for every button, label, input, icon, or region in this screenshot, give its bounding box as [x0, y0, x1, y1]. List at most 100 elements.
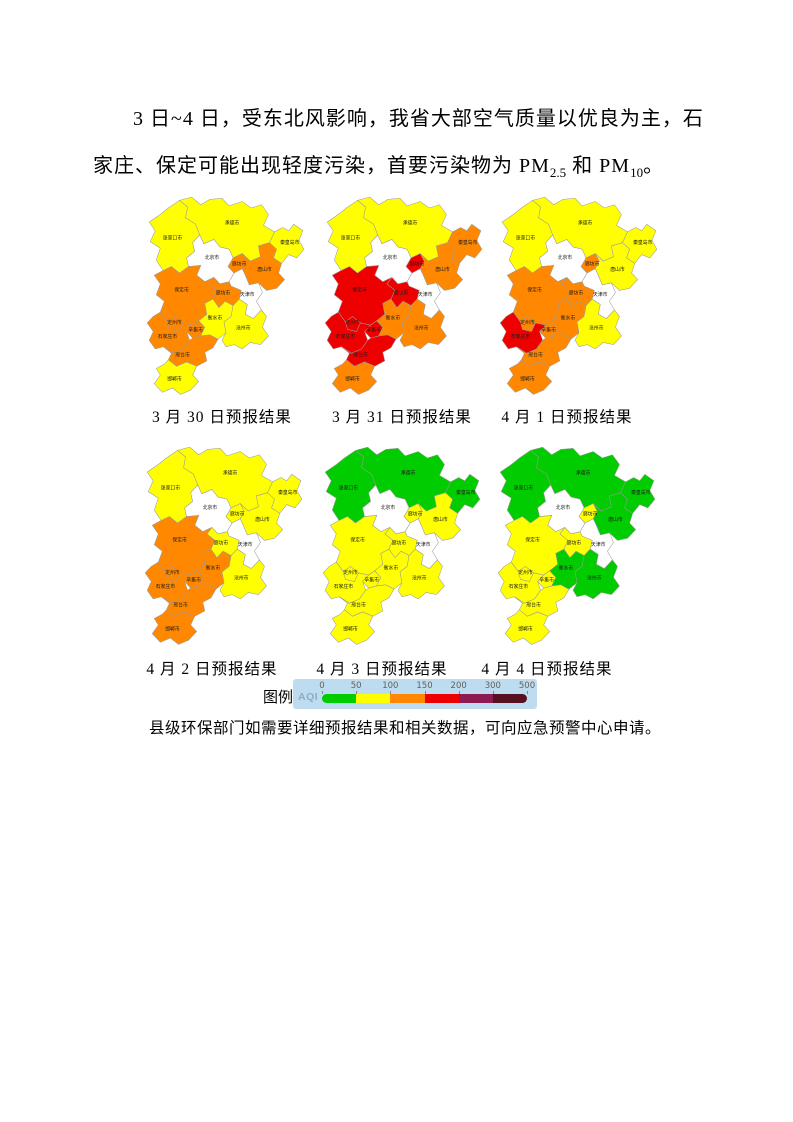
legend-tick-300: 300	[484, 681, 501, 691]
city-label-zhangjiakou: 张家口市	[339, 484, 358, 491]
city-label-cangzhou: 沧州市	[589, 324, 604, 331]
city-label-baoding: 保定市	[174, 286, 189, 293]
city-label-hengshui: 衡水市	[561, 315, 576, 322]
legend-segment-1	[322, 694, 357, 703]
pm10-label: PM	[599, 155, 631, 177]
city-label-shijiazhuang: 石家庄市	[334, 583, 353, 590]
city-label-cangzhou: 沧州市	[236, 324, 251, 331]
map-region-handan	[329, 609, 376, 645]
legend-segment-3	[390, 694, 425, 703]
paragraph-joiner: 和	[566, 155, 600, 177]
city-label-langfang: 廊坊市	[394, 290, 409, 297]
city-label-hengshui: 衡水市	[559, 565, 574, 572]
city-label-tianjin: 天津市	[416, 541, 431, 548]
city-label-beijing: 北京市	[203, 504, 218, 511]
city-label-baoding: 保定市	[350, 536, 365, 543]
map-region-qinhuangdao	[447, 223, 483, 264]
city-label-baoding: 保定市	[352, 286, 367, 293]
paragraph-line-1: 3 日~4 日，受东北风影响，我省大部空气质量以优良为主，石	[133, 108, 704, 130]
forecast-map-6: 张家口市承德市北京市廊坊市唐山市秦皇岛市天津市廊坊市保定市定州市石家庄市辛集市衡…	[497, 446, 656, 645]
legend-tick-200: 200	[450, 681, 467, 691]
city-label-tianjin: 天津市	[418, 291, 433, 298]
city-label-tianjin: 天津市	[238, 541, 253, 548]
city-label-hengshui: 衡水市	[206, 565, 221, 572]
city-label-dingzhou: 定州市	[520, 319, 535, 326]
city-label-beijing: 北京市	[558, 254, 573, 261]
city-label-beijing: 北京市	[381, 504, 396, 511]
map-region-handan	[153, 359, 200, 395]
city-label-langfang_north: 廊坊市	[585, 260, 600, 267]
map-region-qinhuangdao	[620, 473, 656, 514]
city-label-shijiazhuang: 石家庄市	[336, 333, 355, 340]
pm25-subscript: 2.5	[549, 165, 567, 180]
city-label-langfang: 廊坊市	[214, 540, 229, 547]
city-label-xinji: 辛集市	[188, 326, 203, 333]
city-label-cangzhou: 沧州市	[412, 574, 427, 581]
legend-tickmark	[322, 691, 323, 694]
map-region-tangshan	[594, 242, 639, 291]
paragraph-line-2: 家庄、保定可能出现轻度污染，首要污染物为 PM2.5 和 PM10。	[93, 143, 709, 196]
city-label-xinji: 辛集市	[539, 576, 554, 583]
city-label-tianjin: 天津市	[240, 291, 255, 298]
city-label-xingtai: 邢台市	[173, 601, 188, 608]
map-region-tangshan	[241, 242, 286, 291]
city-label-xingtai: 邢台市	[526, 601, 541, 608]
map-caption-1: 3 月 30 日预报结果	[152, 409, 292, 426]
map-caption-5: 4 月 3 日预报结果	[316, 661, 448, 678]
forecast-map-5: 张家口市承德市北京市廊坊市唐山市秦皇岛市天津市廊坊市保定市定州市石家庄市辛集市衡…	[322, 446, 481, 645]
city-label-langfang: 廊坊市	[216, 290, 231, 297]
city-label-hengshui: 衡水市	[208, 315, 223, 322]
city-label-chengde: 承德市	[576, 469, 591, 476]
map-region-handan	[151, 609, 198, 645]
city-label-chengde: 承德市	[401, 469, 416, 476]
legend-tickmark	[492, 691, 494, 694]
forecast-map-2: 张家口市承德市北京市廊坊市唐山市秦皇岛市天津市廊坊市保定市定州市石家庄市辛集市衡…	[324, 196, 483, 395]
city-label-handan: 邯郸市	[520, 375, 535, 382]
city-label-qinhuangdao: 秦皇岛市	[278, 489, 297, 496]
map-region-qinhuangdao	[445, 473, 481, 514]
city-label-baoding: 保定市	[525, 536, 540, 543]
map-caption-6: 4 月 4 日预报结果	[481, 661, 613, 678]
aqi-axis-label: AQI	[298, 691, 319, 703]
map-region-tangshan	[419, 242, 464, 291]
city-label-zhangjiakou: 张家口市	[341, 234, 360, 241]
city-label-qinhuangdao: 秦皇岛市	[631, 489, 650, 496]
forecast-map-1: 张家口市承德市北京市廊坊市唐山市秦皇岛市天津市廊坊市保定市定州市石家庄市辛集市衡…	[146, 196, 305, 395]
city-label-xinji: 辛集市	[541, 326, 556, 333]
city-label-langfang: 廊坊市	[567, 540, 582, 547]
paragraph-line-2-text: 家庄、保定可能出现轻度污染，首要污染物为	[93, 155, 519, 177]
map-region-handan	[504, 609, 551, 645]
city-label-tianjin: 天津市	[593, 291, 608, 298]
map-region-cangzhou	[399, 298, 447, 350]
city-label-zhangjiakou: 张家口市	[516, 234, 535, 241]
city-label-beijing: 北京市	[556, 504, 571, 511]
city-label-cangzhou: 沧州市	[414, 324, 429, 331]
forecast-map-4: 张家口市承德市北京市廊坊市唐山市秦皇岛市天津市廊坊市保定市定州市石家庄市辛集市衡…	[144, 446, 303, 645]
city-label-langfang_north: 廊坊市	[410, 260, 425, 267]
city-label-handan: 邯郸市	[343, 625, 358, 632]
city-label-beijing: 北京市	[205, 254, 220, 261]
city-label-chengde: 承德市	[403, 219, 418, 226]
map-region-cangzhou	[572, 548, 620, 600]
legend-tickmark	[356, 691, 358, 694]
legend-tickmark	[390, 691, 392, 694]
city-label-qinhuangdao: 秦皇岛市	[456, 489, 475, 496]
city-label-handan: 邯郸市	[518, 625, 533, 632]
city-label-handan: 邯郸市	[167, 375, 182, 382]
city-label-chengde: 承德市	[223, 469, 238, 476]
city-label-tangshan: 唐山市	[608, 516, 623, 523]
city-label-langfang: 廊坊市	[569, 290, 584, 297]
city-label-langfang_north: 廊坊市	[583, 510, 598, 517]
city-label-handan: 邯郸市	[165, 625, 180, 632]
city-label-dingzhou: 定州市	[518, 569, 533, 576]
forecast-paragraph: 3 日~4 日，受东北风影响，我省大部空气质量以优良为主，石 家庄、保定可能出现…	[93, 96, 709, 196]
legend-title: 图例	[263, 690, 294, 706]
map-region-cangzhou	[219, 548, 267, 600]
legend-tick-500: 500	[518, 681, 536, 691]
city-label-langfang_north: 廊坊市	[230, 510, 245, 517]
city-label-dingzhou: 定州市	[165, 569, 180, 576]
map-caption-2: 3 月 31 日预报结果	[332, 409, 472, 426]
city-label-langfang_north: 廊坊市	[408, 510, 423, 517]
map-region-qinhuangdao	[267, 473, 303, 514]
